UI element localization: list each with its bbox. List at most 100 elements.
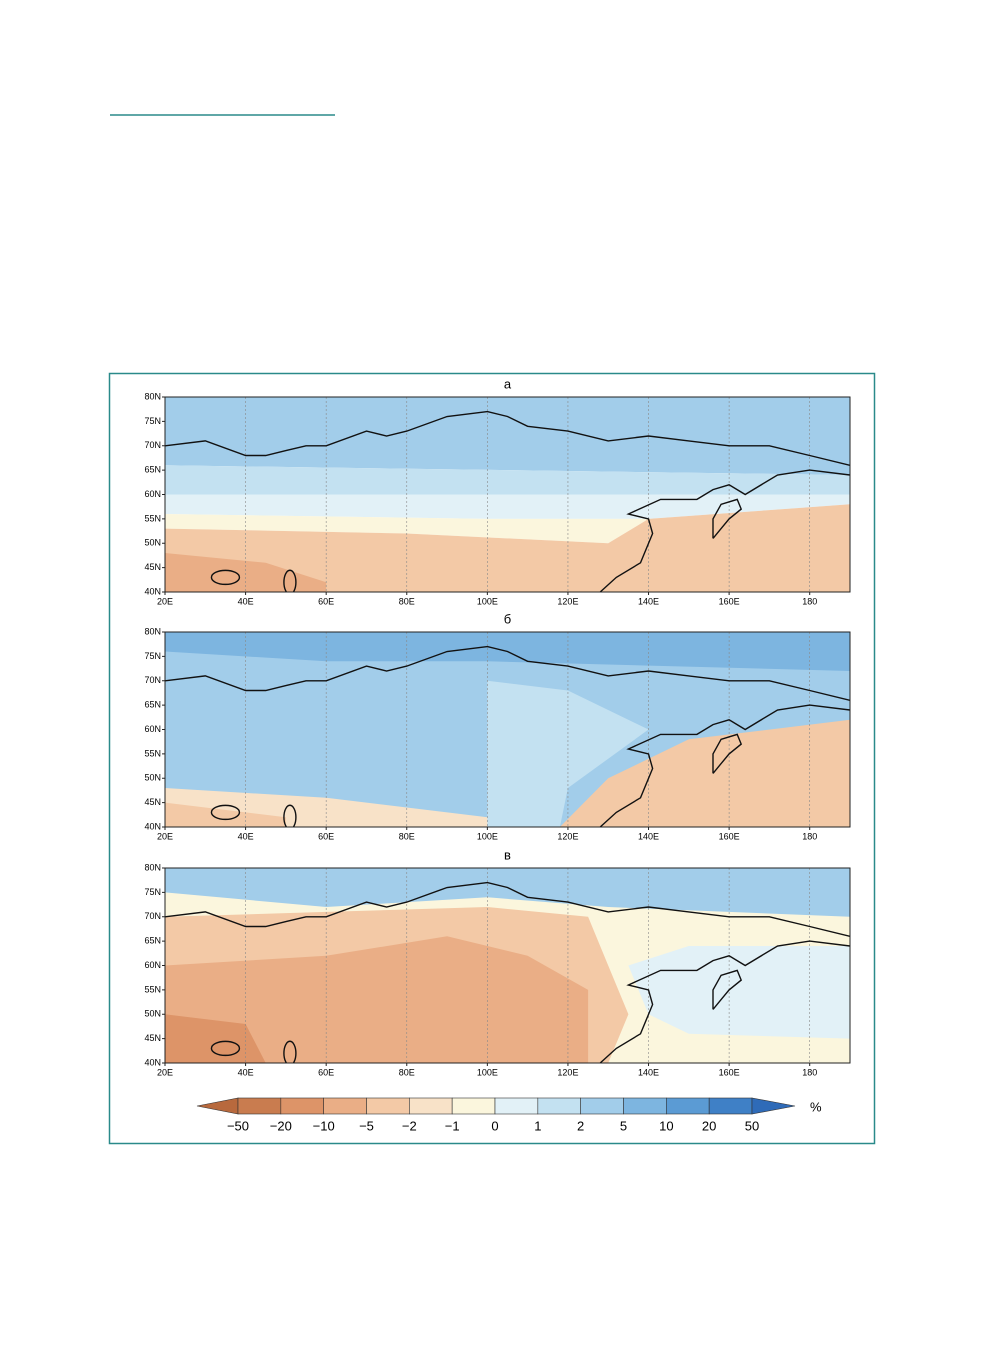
black-sea: [210, 1040, 241, 1057]
lat-label: 40N: [144, 586, 161, 596]
lon-label: 40E: [238, 596, 254, 606]
lat-label: 40N: [144, 1057, 161, 1067]
lon-label: 160E: [719, 1067, 740, 1077]
lat-label: 40N: [144, 821, 161, 831]
field-patch: [559, 719, 850, 827]
lat-label: 80N: [144, 862, 161, 872]
field-patch: [165, 504, 850, 592]
lon-label: 100E: [477, 831, 498, 841]
coastline: [712, 498, 743, 539]
colorbar-unit: %: [810, 1099, 822, 1114]
lon-label: 40E: [238, 831, 254, 841]
coastline: [599, 704, 850, 827]
lat-label: 50N: [144, 773, 161, 783]
colorbar-label: 20: [702, 1118, 716, 1133]
lat-label: 80N: [144, 391, 161, 401]
coastline: [712, 733, 743, 774]
colorbar-box: [366, 1097, 410, 1115]
lon-label: 20E: [157, 596, 173, 606]
map-field: [165, 868, 850, 1063]
map-field: [165, 632, 850, 827]
lat-label: 45N: [144, 797, 161, 807]
colorbar-label: 10: [659, 1118, 673, 1133]
lat-label: 65N: [144, 465, 161, 475]
colorbar-label: −2: [402, 1118, 417, 1133]
colorbar-label: −10: [313, 1118, 335, 1133]
lon-label: 100E: [477, 596, 498, 606]
colorbar-tri: [751, 1097, 796, 1115]
field-patch: [165, 868, 850, 917]
lat-label: 65N: [144, 700, 161, 710]
field-patch: [165, 936, 589, 1063]
colorbar-label: −50: [227, 1118, 249, 1133]
lat-label: 50N: [144, 538, 161, 548]
colorbar-box: [323, 1097, 367, 1115]
lon-label: 80E: [399, 1067, 415, 1077]
black-sea: [210, 569, 241, 586]
colorbar-box: [580, 1097, 624, 1115]
lon-label: 140E: [638, 831, 659, 841]
field-patch: [165, 465, 850, 495]
map-field: [165, 397, 850, 592]
panel-label: а: [504, 376, 512, 391]
coastline: [712, 969, 743, 1010]
lat-label: 75N: [144, 651, 161, 661]
coastline: [165, 410, 850, 466]
lat-label: 70N: [144, 440, 161, 450]
panel-label: в: [504, 847, 511, 862]
field-patch: [165, 1014, 266, 1063]
lon-label: 60E: [318, 596, 334, 606]
colorbar-box: [451, 1097, 496, 1115]
lon-label: 180: [802, 1067, 817, 1077]
lat-label: 75N: [144, 416, 161, 426]
lon-label: 20E: [157, 831, 173, 841]
lat-label: 50N: [144, 1009, 161, 1019]
colorbar-box: [280, 1097, 324, 1115]
lon-label: 40E: [238, 1067, 254, 1077]
lon-label: 80E: [399, 596, 415, 606]
field-patch: [165, 553, 327, 592]
lat-label: 65N: [144, 936, 161, 946]
lon-label: 180: [802, 596, 817, 606]
lat-label: 45N: [144, 1033, 161, 1043]
lon-label: 120E: [557, 596, 578, 606]
field-patch: [165, 802, 286, 827]
lat-label: 55N: [144, 984, 161, 994]
colorbar-box: [494, 1097, 539, 1115]
colorbar-label: −20: [270, 1118, 292, 1133]
lat-label: 80N: [144, 626, 161, 636]
lon-label: 80E: [399, 831, 415, 841]
colorbar-label: 1: [534, 1118, 541, 1133]
colorbar-label: 2: [577, 1118, 584, 1133]
lon-label: 160E: [719, 831, 740, 841]
lon-label: 60E: [318, 831, 334, 841]
coastline: [165, 645, 850, 701]
coastline: [599, 469, 850, 592]
lon-label: 140E: [638, 1067, 659, 1077]
colorbar-box: [409, 1097, 453, 1115]
lat-label: 70N: [144, 911, 161, 921]
lon-label: 120E: [557, 831, 578, 841]
field-patch: [165, 397, 850, 475]
colorbar-box: [666, 1097, 710, 1115]
coastline: [165, 881, 850, 937]
lon-label: 20E: [157, 1067, 173, 1077]
colorbar: −50 −20 −10 −5 −2 −1 0 1 2 5 10 20 50%: [196, 1097, 822, 1133]
lat-label: 60N: [144, 724, 161, 734]
panel-label: б: [504, 611, 511, 626]
caspian-sea: [283, 569, 297, 592]
lon-label: 60E: [318, 1067, 334, 1077]
field-patch: [165, 514, 649, 544]
colorbar-box: [237, 1097, 282, 1115]
lon-label: 120E: [557, 1067, 578, 1077]
lat-label: 45N: [144, 562, 161, 572]
lat-label: 60N: [144, 960, 161, 970]
colorbar-box: [537, 1097, 581, 1115]
lat-label: 55N: [144, 748, 161, 758]
lon-label: 100E: [477, 1067, 498, 1077]
